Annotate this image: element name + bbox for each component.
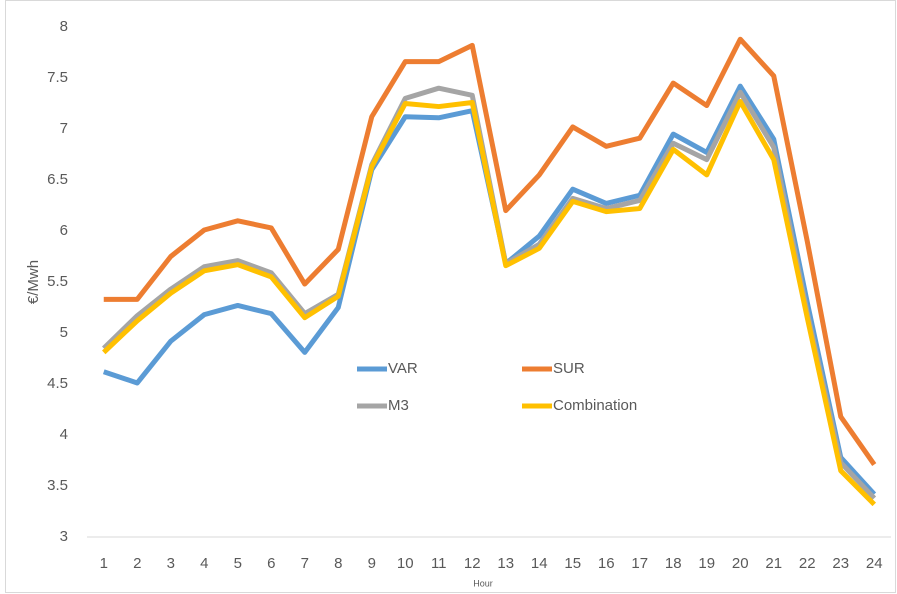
- legend-label: VAR: [388, 360, 418, 377]
- x-tick-label: 22: [799, 555, 816, 572]
- series-line: [102, 85, 877, 500]
- y-tick-label: 3: [60, 528, 68, 545]
- x-tick-label: 23: [832, 555, 849, 572]
- x-tick-label: 2: [133, 555, 141, 572]
- x-tick-label: 1: [100, 555, 108, 572]
- x-tick-label: 17: [631, 555, 648, 572]
- x-tick-label: 7: [301, 555, 309, 572]
- x-tick-label: 21: [765, 555, 782, 572]
- y-tick-label: 5.5: [47, 273, 68, 290]
- x-tick-label: 14: [531, 555, 548, 572]
- x-tick-label: 3: [167, 555, 175, 572]
- y-axis-label: €/Mwh: [25, 260, 42, 304]
- x-tick-label: 19: [698, 555, 715, 572]
- x-tick-label: 4: [200, 555, 208, 572]
- series-line: [103, 36, 877, 467]
- x-tick-label: 11: [431, 555, 447, 572]
- legend-label: Combination: [553, 397, 637, 414]
- y-tick-label: 6: [60, 222, 68, 239]
- x-axis-label: Hour: [473, 578, 493, 588]
- y-tick-label: 4.5: [47, 375, 68, 392]
- x-tick-label: 5: [234, 555, 242, 572]
- x-tick-label: 8: [334, 555, 342, 572]
- y-tick-label: 5: [60, 324, 68, 341]
- y-tick-label: 7.5: [47, 69, 68, 86]
- y-tick-label: 6.5: [47, 171, 68, 188]
- series-line: [102, 98, 877, 507]
- x-tick-label: 10: [397, 555, 414, 572]
- y-tick-label: 3.5: [47, 477, 68, 494]
- y-tick-label: 7: [60, 120, 68, 137]
- series-line: [102, 83, 877, 496]
- x-tick-label: 9: [368, 555, 376, 572]
- x-tick-label: 6: [267, 555, 275, 572]
- y-tick-label: 4: [60, 426, 68, 443]
- x-tick-label: 16: [598, 555, 615, 572]
- x-tick-label: 20: [732, 555, 749, 572]
- chart-frame: [5, 0, 896, 593]
- legend-label: SUR: [553, 360, 585, 377]
- legend-label: M3: [388, 397, 409, 414]
- x-tick-label: 18: [665, 555, 682, 572]
- x-tick-label: 12: [464, 555, 481, 572]
- x-tick-label: 13: [497, 555, 514, 572]
- x-tick-label: 15: [564, 555, 581, 572]
- x-tick-label: 24: [866, 555, 883, 572]
- y-tick-label: 8: [60, 18, 68, 35]
